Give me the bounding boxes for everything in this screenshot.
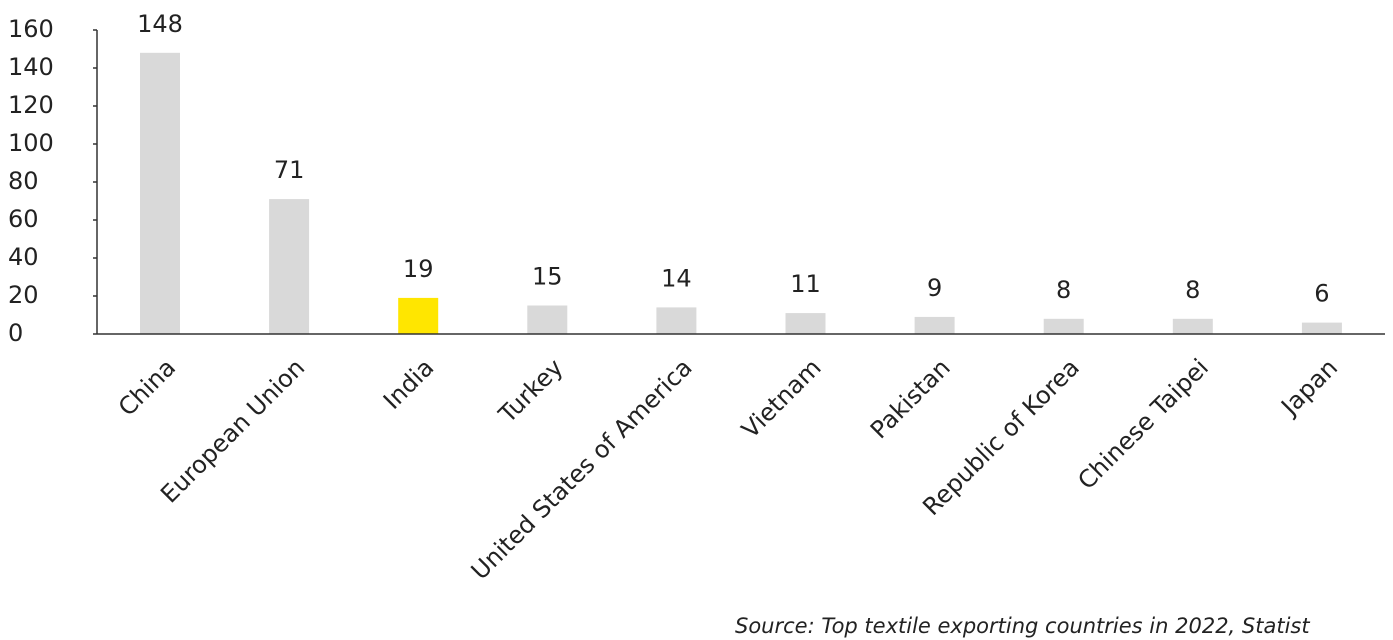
x-tick-label: Japan: [1275, 353, 1344, 422]
value-label: 19: [403, 255, 434, 283]
x-tick-label: United States of America: [466, 353, 698, 585]
value-label: 71: [274, 156, 305, 184]
x-tick-label: European Union: [155, 353, 310, 508]
value-label: 14: [661, 264, 692, 292]
bar: [140, 52, 180, 335]
value-label: 8: [1185, 276, 1200, 304]
bar: [656, 307, 697, 334]
bar: [1172, 318, 1213, 334]
bar: [398, 297, 439, 334]
value-label: 8: [1056, 276, 1071, 304]
value-label: 9: [927, 274, 942, 302]
bar: [527, 305, 568, 334]
bar: [1301, 322, 1342, 334]
value-label: 11: [790, 270, 821, 298]
value-label: 15: [532, 263, 563, 291]
y-tick-label: 0: [8, 319, 23, 347]
x-tick-label: Vietnam: [736, 353, 827, 444]
y-tick-label: 40: [8, 243, 39, 271]
source-note: Source: Top textile exporting countries …: [735, 614, 1310, 638]
y-tick-label: 120: [8, 91, 54, 119]
y-tick-label: 140: [8, 53, 54, 81]
bar: [1043, 318, 1084, 334]
y-tick-label: 20: [8, 281, 39, 309]
value-label: 6: [1314, 280, 1329, 308]
x-tick-label: Chinese Taipei: [1072, 353, 1214, 495]
value-label: 148: [137, 10, 183, 38]
y-tick-label: 80: [8, 167, 39, 195]
x-tick-label: Pakistan: [865, 353, 956, 444]
x-tick-label: Turkey: [493, 353, 569, 429]
y-tick-label: 60: [8, 205, 39, 233]
y-tick-label: 160: [8, 15, 54, 43]
x-tick-label: India: [378, 353, 439, 414]
bar: [914, 316, 955, 334]
y-tick-label: 100: [8, 129, 54, 157]
x-tick-label: China: [113, 353, 181, 421]
bar: [269, 199, 310, 334]
bar: [785, 313, 826, 334]
